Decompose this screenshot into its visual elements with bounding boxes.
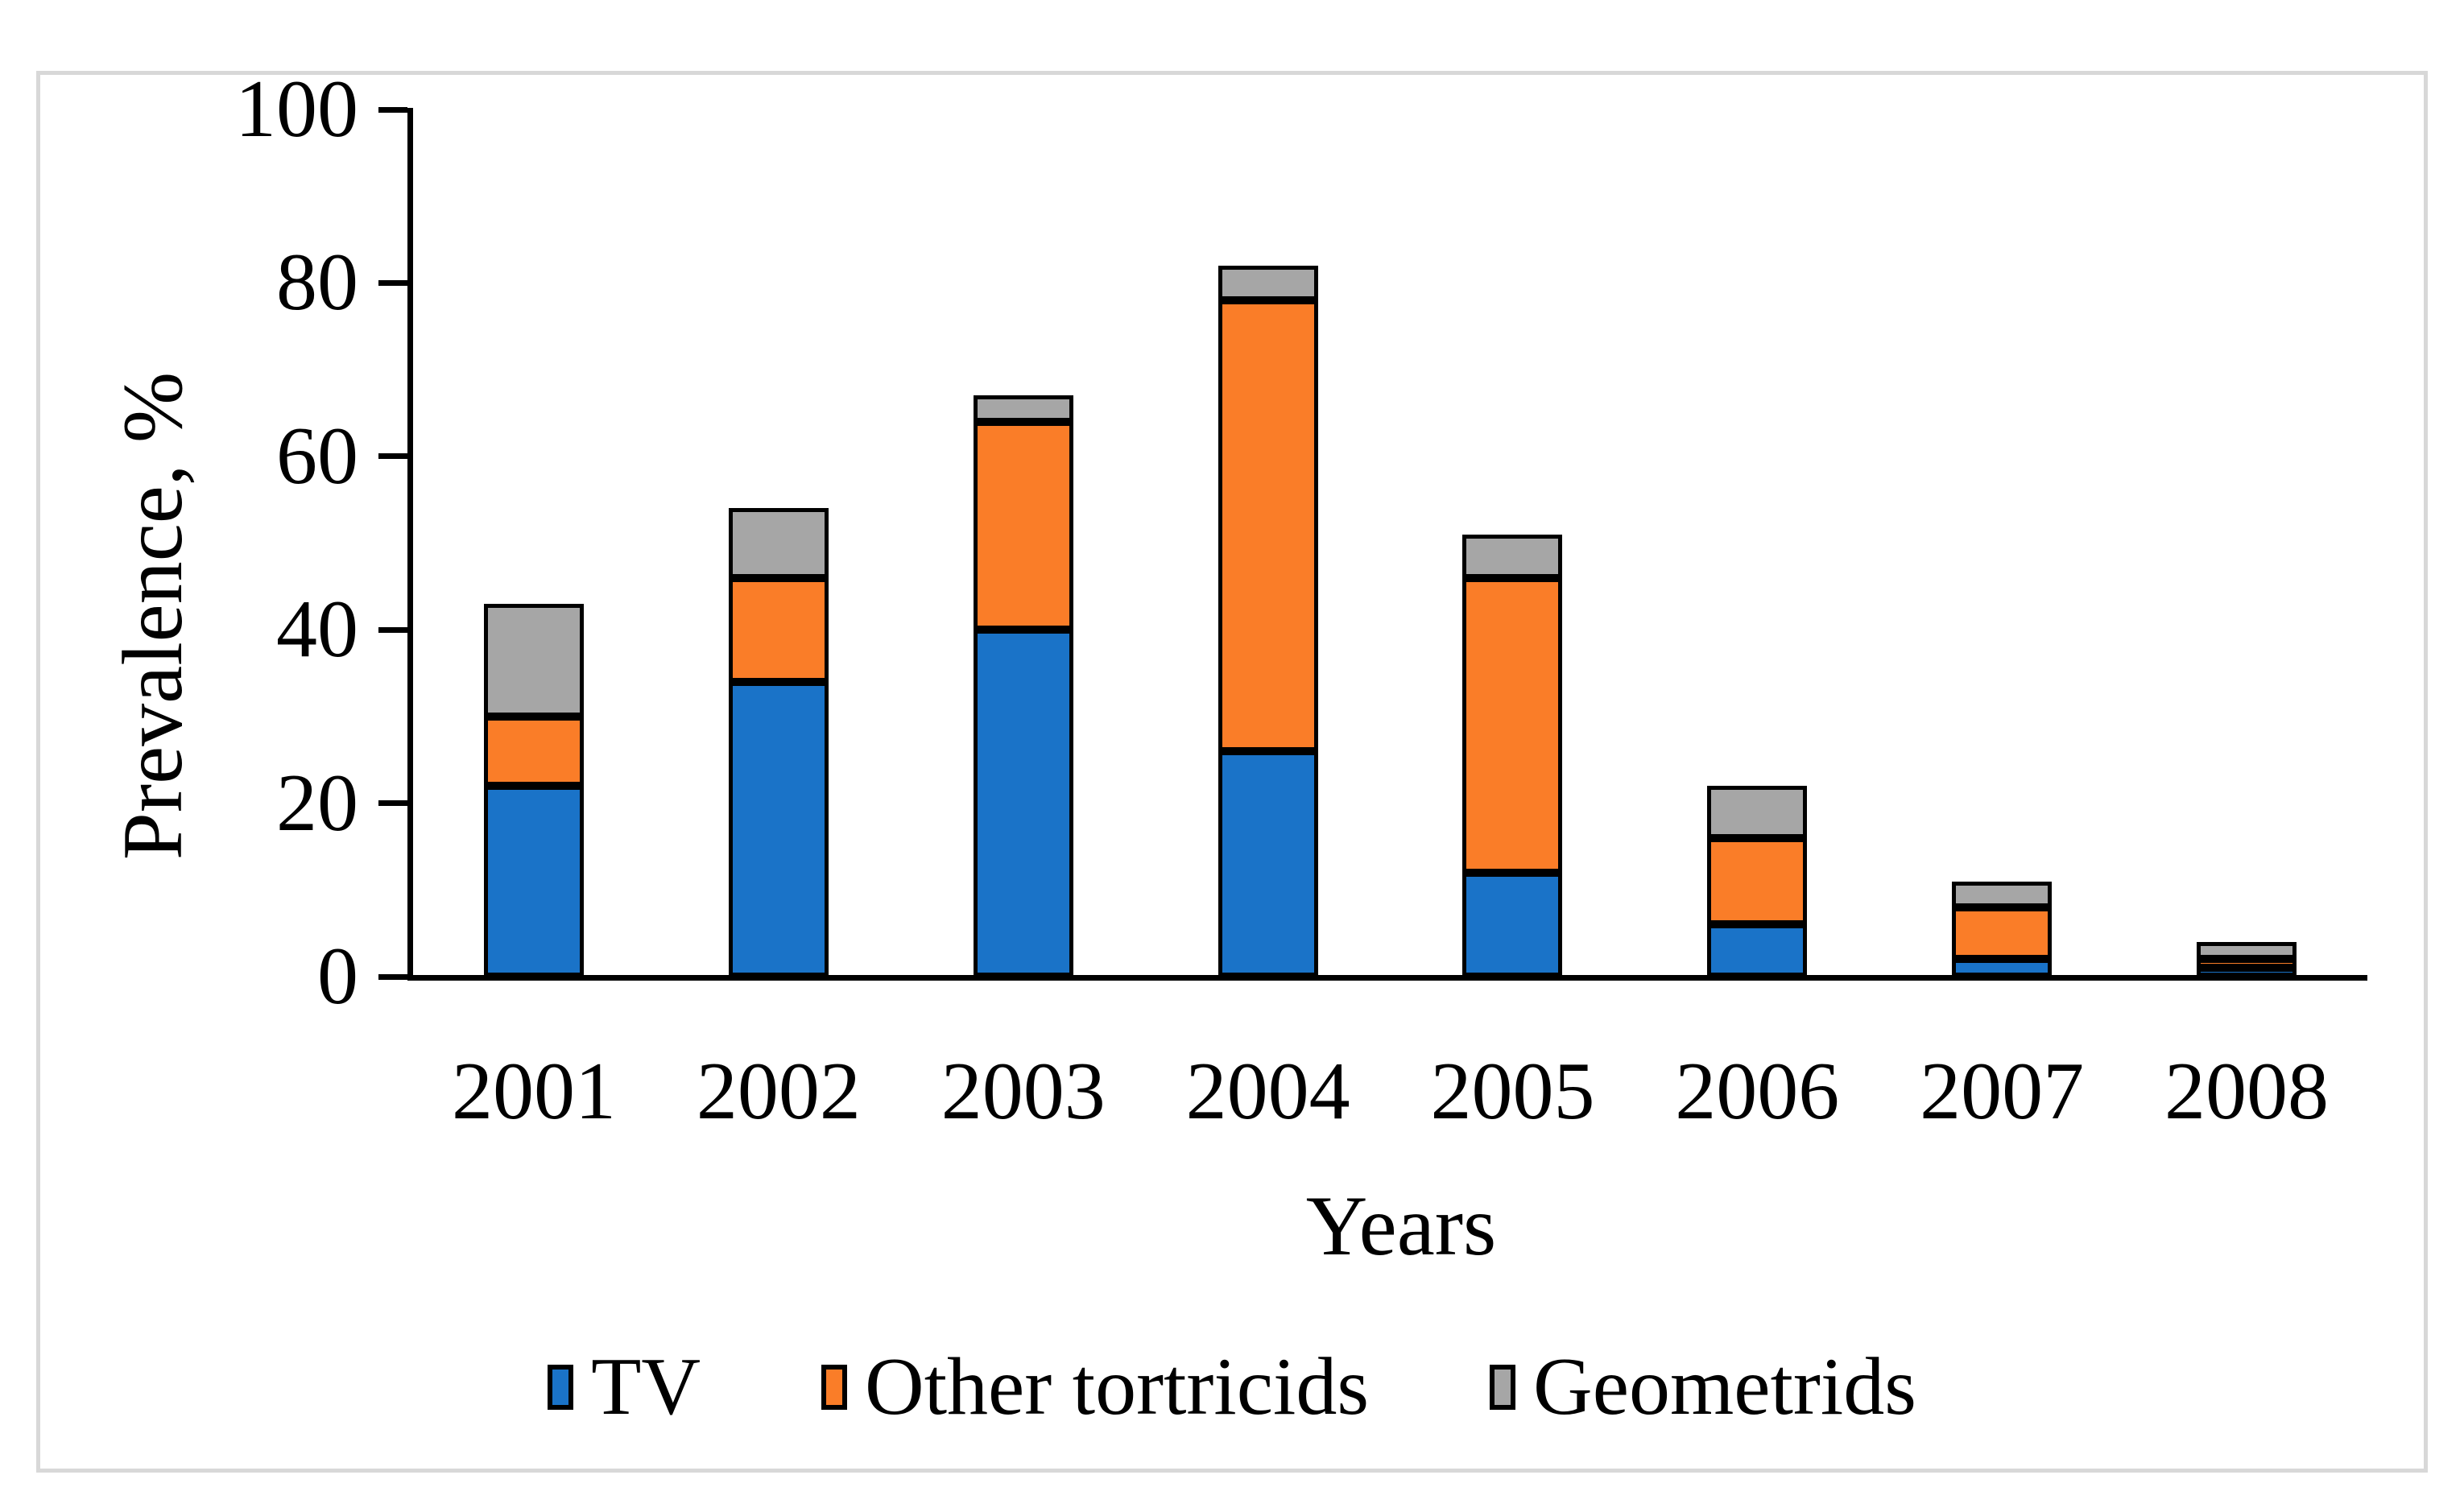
legend-label: TV — [591, 1341, 701, 1432]
legend-swatch-icon — [548, 1365, 574, 1410]
y-tick-label: 40 — [276, 584, 358, 676]
bar-segment-tv-2003 — [973, 630, 1073, 977]
y-tick-label: 100 — [235, 64, 358, 155]
legend-item-other-tortricids: Other tortricids — [821, 1346, 1369, 1428]
legend: TV Other tortricids Geometrids — [0, 1346, 2464, 1428]
x-tick-label-2004: 2004 — [1185, 1046, 1350, 1137]
x-axis-line — [407, 975, 2367, 981]
y-tick-mark — [378, 626, 407, 633]
bar-segment-other-tortricids-2005 — [1462, 577, 1563, 873]
bar-segment-other-tortricids-2004 — [1218, 300, 1318, 751]
bar-segment-tv-2008 — [2197, 968, 2297, 977]
bar-segment-geometrids-2007 — [1952, 881, 2053, 907]
legend-label: Other tortricids — [865, 1341, 1370, 1432]
y-tick-label: 60 — [276, 410, 358, 502]
x-tick-label-2008: 2008 — [2164, 1046, 2330, 1137]
bar-segment-other-tortricids-2001 — [484, 716, 584, 787]
x-axis-title: Years — [1305, 1179, 1497, 1273]
bar-segment-tv-2001 — [484, 786, 584, 977]
bar-segment-geometrids-2003 — [973, 395, 1073, 422]
bar-segment-other-tortricids-2008 — [2197, 959, 2297, 969]
figure-border — [36, 71, 2428, 1473]
y-tick-mark — [378, 106, 407, 113]
legend-swatch-icon — [821, 1365, 848, 1410]
y-tick-mark — [378, 973, 407, 980]
bar-segment-geometrids-2005 — [1462, 534, 1563, 578]
y-tick-label: 0 — [317, 931, 358, 1022]
bar-segment-geometrids-2006 — [1707, 786, 1808, 838]
bar-segment-other-tortricids-2007 — [1952, 907, 2053, 960]
bar-segment-tv-2004 — [1218, 750, 1318, 977]
y-tick-label: 20 — [276, 757, 358, 849]
bar-segment-other-tortricids-2006 — [1707, 837, 1808, 925]
legend-item-geometrids: Geometrids — [1490, 1346, 1916, 1428]
bar-segment-geometrids-2008 — [2197, 941, 2297, 960]
bar-segment-geometrids-2004 — [1218, 265, 1318, 300]
legend-label: Geometrids — [1533, 1341, 1916, 1432]
x-tick-label-2002: 2002 — [696, 1046, 861, 1137]
legend-item-tv: TV — [548, 1346, 701, 1428]
bar-segment-geometrids-2002 — [728, 508, 829, 578]
bar-segment-geometrids-2001 — [484, 603, 584, 717]
legend-swatch-icon — [1490, 1365, 1516, 1410]
y-tick-mark — [378, 453, 407, 460]
y-tick-mark — [378, 800, 407, 807]
y-tick-label: 80 — [276, 237, 358, 328]
bar-segment-tv-2002 — [728, 681, 829, 977]
x-tick-label-2007: 2007 — [1920, 1046, 2085, 1137]
bar-segment-other-tortricids-2002 — [728, 577, 829, 682]
bar-segment-tv-2005 — [1462, 872, 1563, 977]
x-tick-label-2001: 2001 — [452, 1046, 616, 1137]
y-axis-line — [407, 108, 413, 979]
y-tick-mark — [378, 279, 407, 286]
bar-segment-tv-2006 — [1707, 924, 1808, 977]
y-axis-title: Prevalence, % — [105, 371, 200, 861]
x-tick-label-2006: 2006 — [1675, 1046, 1840, 1137]
bar-segment-tv-2007 — [1952, 959, 2053, 977]
x-tick-label-2005: 2005 — [1430, 1046, 1595, 1137]
bar-segment-other-tortricids-2003 — [973, 421, 1073, 630]
x-tick-label-2003: 2003 — [941, 1046, 1106, 1137]
